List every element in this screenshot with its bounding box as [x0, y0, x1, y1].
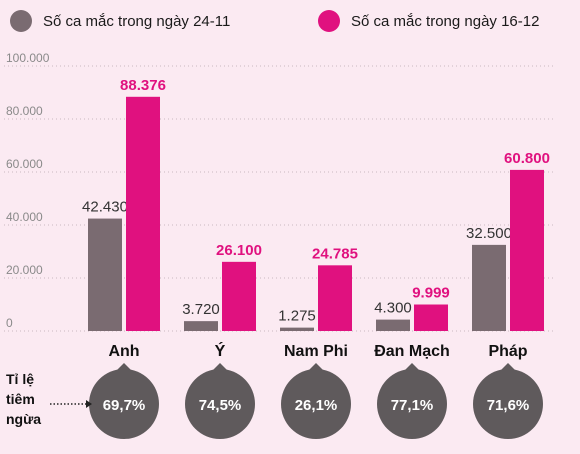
rate-label: 77,1% — [391, 397, 434, 414]
data-label: 4.300 — [374, 300, 412, 317]
y-tick-label: 100.000 — [6, 51, 50, 65]
pointer-arrow-head — [86, 400, 92, 408]
bar — [472, 244, 506, 331]
bar — [126, 96, 160, 332]
vaccination-label: Tỉ lệ — [6, 371, 34, 387]
bar — [88, 218, 122, 331]
y-tick-label: 80.000 — [6, 104, 43, 118]
category-label: Pháp — [488, 343, 527, 360]
bar — [376, 319, 410, 331]
rate-label: 69,7% — [103, 397, 146, 414]
bar — [280, 327, 314, 331]
data-label: 9.999 — [412, 285, 450, 302]
rate-label: 71,6% — [487, 397, 530, 414]
y-tick-label: 0 — [6, 316, 13, 330]
data-label: 60.800 — [504, 150, 550, 167]
data-label: 24.785 — [312, 245, 358, 262]
legend-label: Số ca mắc trong ngày 24-11 — [43, 13, 230, 30]
rate-label: 74,5% — [199, 397, 242, 414]
bar — [184, 321, 218, 331]
legend-marker — [10, 10, 32, 32]
legend-label: Số ca mắc trong ngày 16-12 — [351, 13, 539, 30]
rate-label: 26,1% — [295, 397, 338, 414]
legend-marker — [318, 10, 340, 32]
data-label: 88.376 — [120, 77, 166, 94]
category-label: Nam Phi — [284, 343, 348, 360]
bar — [510, 169, 544, 331]
data-label: 32.500 — [466, 225, 512, 242]
rate-badge — [281, 369, 351, 439]
bar — [222, 261, 256, 331]
bar — [318, 265, 352, 331]
rate-badge — [89, 369, 159, 439]
bar — [414, 304, 448, 331]
rate-badge — [473, 369, 543, 439]
vaccination-label: tiêm — [6, 391, 35, 407]
data-label: 42.430 — [82, 199, 128, 216]
y-tick-label: 40.000 — [6, 210, 43, 224]
rate-badge — [377, 369, 447, 439]
category-label: Đan Mạch — [374, 343, 450, 360]
y-tick-label: 60.000 — [6, 157, 43, 171]
data-label: 1.275 — [278, 308, 316, 325]
data-label: 3.720 — [182, 301, 220, 318]
vaccination-label: ngừa — [6, 411, 41, 427]
data-label: 26.100 — [216, 242, 262, 259]
category-label: Ý — [215, 341, 226, 360]
rate-badge — [185, 369, 255, 439]
category-label: Anh — [108, 343, 139, 360]
y-tick-label: 20.000 — [6, 263, 43, 277]
